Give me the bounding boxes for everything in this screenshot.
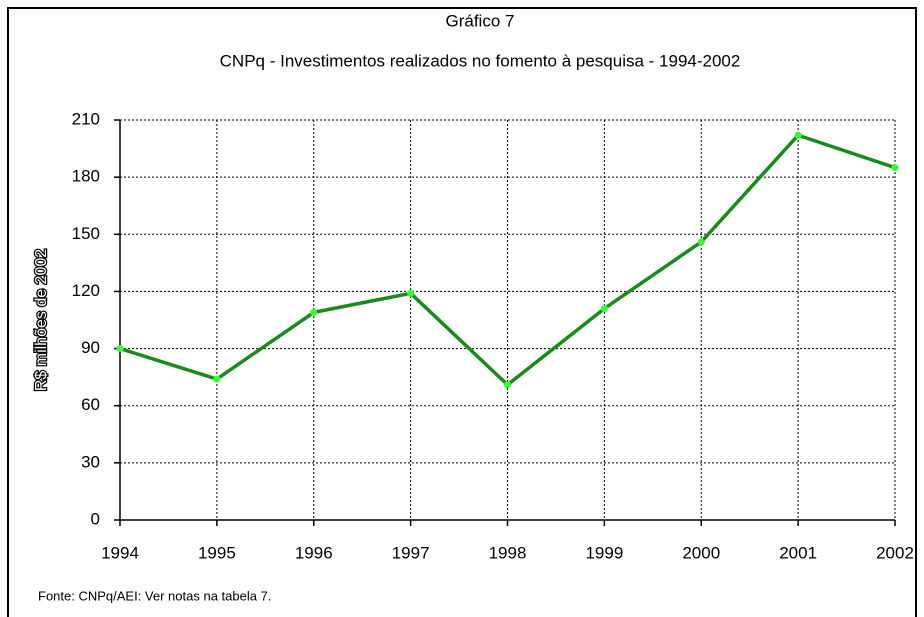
y-tick-label: 150 (72, 224, 100, 243)
data-point (697, 238, 705, 246)
y-tick-label: 180 (72, 167, 100, 186)
data-point (213, 375, 221, 383)
y-tick-label: 120 (72, 281, 100, 300)
chart-title: Gráfico 7 (446, 11, 515, 30)
x-tick-label: 1999 (585, 543, 623, 562)
x-tick-label: 1995 (198, 543, 236, 562)
x-tick-label: 2002 (876, 543, 914, 562)
y-tick-label: 30 (81, 452, 100, 471)
data-point (504, 381, 511, 389)
data-point (116, 345, 124, 353)
y-tick-label: 210 (72, 109, 100, 128)
x-tick-label: 1997 (392, 543, 430, 562)
x-tick-label: 1994 (101, 543, 139, 562)
data-point (891, 164, 899, 172)
data-point (600, 305, 608, 313)
data-point (310, 308, 318, 316)
source-note: Fonte: CNPq/AEI: Ver notas na tabela 7. (38, 588, 271, 603)
y-tick-label: 0 (91, 509, 100, 528)
y-tick-label: 90 (81, 338, 100, 357)
chart-frame (7, 7, 917, 617)
x-tick-label: 2001 (779, 543, 817, 562)
x-tick-label: 1998 (489, 543, 527, 562)
y-tick-label: 60 (81, 395, 100, 414)
data-point (407, 289, 415, 297)
x-tick-label: 1996 (295, 543, 333, 562)
y-axis-label: R$ milhões de 2002 (33, 249, 50, 391)
x-tick-label: 2000 (682, 543, 720, 562)
data-point (794, 131, 802, 139)
chart-subtitle: CNPq - Investimentos realizados no fomen… (220, 51, 741, 70)
